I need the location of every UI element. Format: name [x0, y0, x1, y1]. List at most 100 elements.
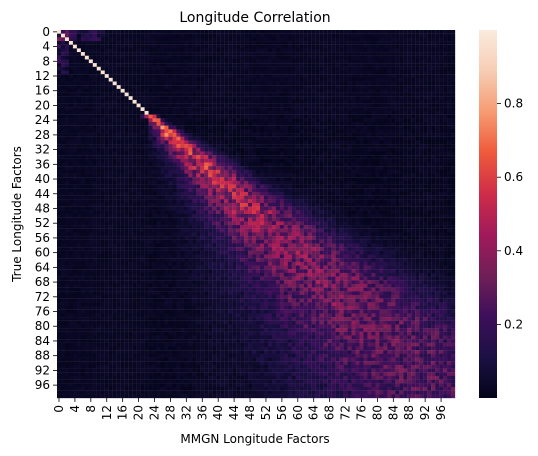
heatmap-cell — [383, 114, 388, 119]
heatmap-cell — [279, 122, 285, 126]
heatmap-cell — [287, 59, 292, 64]
heatmap-cell — [252, 144, 257, 148]
heatmap-cell — [64, 77, 70, 82]
heatmap-cell — [96, 188, 101, 193]
heatmap-cell — [128, 30, 133, 34]
heatmap-cell — [311, 88, 316, 93]
heatmap-cell — [303, 52, 308, 56]
heatmap-cell — [391, 169, 396, 174]
heatmap-cell — [184, 180, 189, 185]
heatmap-cell — [228, 199, 233, 204]
heatmap-cell — [327, 199, 332, 204]
heatmap-cell — [72, 30, 78, 34]
heatmap-cell — [68, 195, 74, 200]
heatmap-cell — [395, 110, 400, 115]
heatmap-cell — [351, 63, 356, 67]
heatmap-cell — [279, 125, 285, 130]
heatmap-cell — [379, 96, 384, 101]
heatmap-cell — [451, 144, 456, 148]
heatmap-cell — [375, 110, 380, 115]
heatmap-cell — [331, 66, 336, 71]
heatmap-cell — [216, 92, 221, 97]
heatmap-cell — [419, 147, 424, 152]
heatmap-cell — [419, 158, 424, 163]
heatmap-cell — [299, 77, 304, 82]
heatmap-cell — [371, 85, 376, 90]
heatmap-cell — [256, 199, 261, 204]
heatmap-cell — [156, 180, 161, 185]
heatmap-cell — [140, 133, 145, 137]
heatmap-cell — [172, 122, 177, 126]
heatmap-cell — [220, 206, 225, 211]
heatmap-cell — [439, 66, 444, 71]
heatmap-cell — [275, 169, 281, 174]
heatmap-cell — [375, 162, 380, 167]
heatmap-cell — [176, 155, 181, 159]
heatmap-cell — [391, 92, 396, 97]
heatmap-cell — [57, 206, 62, 211]
heatmap-cell — [371, 41, 376, 45]
heatmap-cell — [379, 114, 384, 119]
heatmap-cell — [291, 48, 296, 53]
heatmap-cell — [200, 188, 205, 193]
heatmap-cell — [363, 155, 368, 159]
heatmap-cell — [57, 59, 62, 64]
heatmap-cell — [108, 48, 113, 53]
heatmap-cell — [363, 202, 368, 207]
heatmap-cell — [363, 133, 368, 137]
heatmap-cell — [208, 55, 213, 60]
heatmap-cell — [311, 63, 316, 67]
heatmap-cell — [435, 133, 440, 137]
heatmap-cell — [327, 66, 332, 71]
heatmap-cell — [391, 103, 396, 108]
heatmap-cell — [160, 166, 165, 170]
heatmap-cell — [184, 199, 189, 204]
heatmap-cell — [307, 136, 312, 141]
heatmap-cell — [291, 63, 296, 67]
heatmap-cell — [216, 177, 221, 182]
heatmap-cell — [156, 151, 161, 156]
heatmap-cell — [291, 66, 296, 71]
heatmap-cell — [196, 81, 201, 86]
heatmap-cell — [391, 74, 396, 78]
heatmap-cell — [212, 191, 217, 196]
heatmap-cell — [136, 37, 141, 42]
heatmap-cell — [295, 162, 300, 167]
heatmap-cell — [351, 44, 356, 49]
heatmap-cell — [200, 41, 205, 45]
heatmap-cell — [439, 55, 444, 60]
heatmap-cell — [248, 44, 253, 49]
heatmap-cell — [200, 122, 205, 126]
heatmap-cell — [120, 81, 125, 86]
heatmap-cell — [387, 30, 392, 34]
heatmap-cell — [184, 155, 189, 159]
heatmap-cell — [435, 96, 440, 101]
heatmap-cell — [252, 162, 257, 167]
heatmap-cell — [287, 66, 292, 71]
heatmap-cell — [279, 140, 285, 145]
heatmap-cell — [275, 66, 281, 71]
heatmap-cell — [136, 30, 141, 34]
heatmap-cell — [224, 70, 229, 75]
heatmap-cell — [347, 44, 352, 49]
heatmap-cell — [176, 129, 181, 134]
heatmap-cell — [84, 44, 89, 49]
heatmap-cell — [224, 158, 229, 163]
heatmap-cell — [435, 199, 440, 204]
heatmap-cell — [315, 37, 320, 42]
heatmap-cell — [267, 191, 273, 196]
heatmap-cell — [443, 59, 448, 64]
heatmap-cell — [435, 173, 440, 178]
heatmap-cell — [180, 173, 185, 178]
heatmap-cell — [104, 125, 109, 130]
heatmap-cell — [188, 188, 193, 193]
heatmap-cell — [256, 206, 261, 211]
heatmap-cell — [423, 37, 428, 42]
heatmap-cell — [343, 33, 348, 38]
heatmap-cell — [419, 114, 424, 119]
heatmap-cell — [391, 151, 396, 156]
heatmap-cell — [359, 70, 364, 75]
heatmap-cell — [275, 151, 281, 156]
heatmap-cell — [252, 184, 257, 189]
heatmap-cell — [180, 77, 185, 82]
